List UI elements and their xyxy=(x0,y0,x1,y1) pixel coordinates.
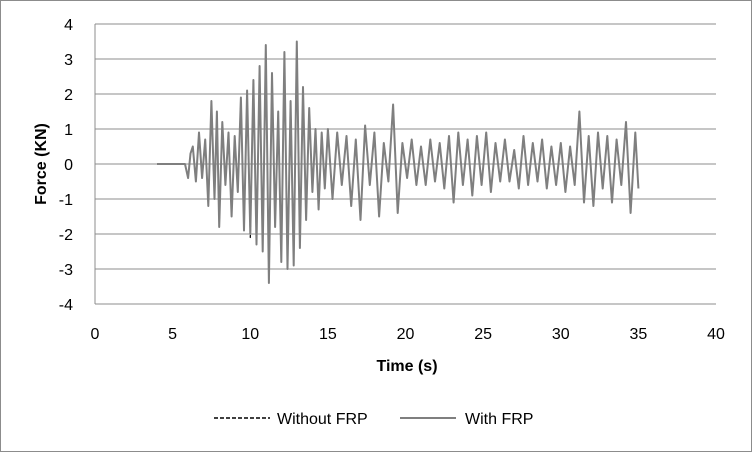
y-tick-label: 2 xyxy=(64,87,73,104)
x-axis-title: Time (s) xyxy=(376,358,437,375)
y-axis-title: Force (KN) xyxy=(33,123,50,205)
y-tick-label: 3 xyxy=(64,52,73,69)
x-tick-label: 30 xyxy=(552,326,570,343)
legend-label-2: With FRP xyxy=(465,411,533,428)
y-tick-label: -2 xyxy=(59,227,73,244)
x-tick-label: 35 xyxy=(629,326,647,343)
y-tick-label: -3 xyxy=(59,262,73,279)
x-tick-labels: 0 5 10 15 20 25 30 35 40 xyxy=(91,326,725,343)
x-tick-label: 10 xyxy=(241,326,259,343)
y-tick-label: -4 xyxy=(59,297,73,314)
x-tick-label: 5 xyxy=(168,326,177,343)
x-tick-label: 20 xyxy=(397,326,415,343)
series-lines xyxy=(157,40,640,284)
y-tick-label: 4 xyxy=(64,17,73,34)
x-tick-label: 0 xyxy=(91,326,100,343)
legend: Without FRP With FRP xyxy=(214,411,533,428)
y-tick-label: -1 xyxy=(59,192,73,209)
series-line-2 xyxy=(157,40,640,284)
legend-label-1: Without FRP xyxy=(277,411,368,428)
x-tick-label: 25 xyxy=(474,326,492,343)
gridlines xyxy=(94,23,716,305)
y-tick-label: 1 xyxy=(64,122,73,139)
x-tick-label: 15 xyxy=(319,326,337,343)
y-tick-labels: -4 -3 -2 -1 0 1 2 3 4 xyxy=(59,17,73,314)
x-tick-label: 40 xyxy=(707,326,725,343)
y-tick-label: 0 xyxy=(64,157,73,174)
